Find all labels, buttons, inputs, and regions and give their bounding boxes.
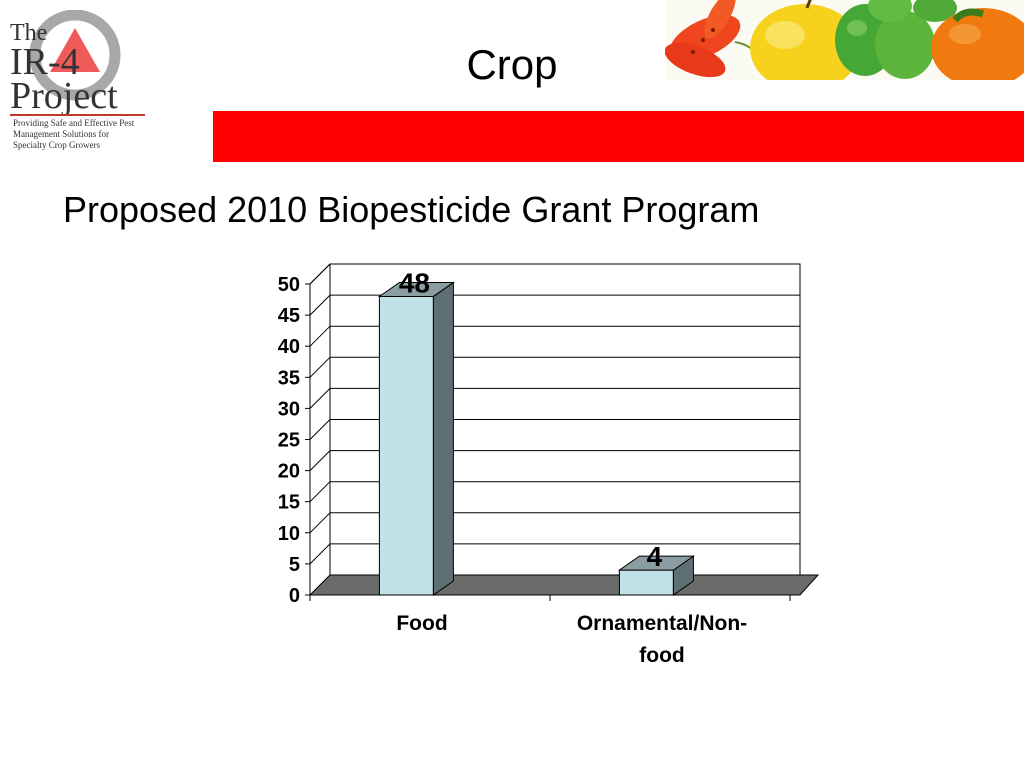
y-tick-label: 25 bbox=[278, 430, 300, 452]
logo-triangle bbox=[50, 28, 100, 72]
y-tick-label: 5 bbox=[289, 554, 300, 576]
gridline-side bbox=[309, 481, 331, 503]
header-red-bar bbox=[213, 111, 1024, 162]
y-tick-label: 40 bbox=[278, 336, 300, 358]
bar-top-0 bbox=[377, 281, 455, 297]
logo-underline bbox=[10, 114, 145, 116]
gridline-side bbox=[309, 512, 331, 534]
y-tick-label: 45 bbox=[278, 305, 300, 327]
category-label-1: food bbox=[639, 644, 684, 667]
logo-project: Project bbox=[10, 75, 118, 117]
logo-tagline-3: Specialty Crop Growers bbox=[13, 140, 100, 150]
bar-side-0 bbox=[432, 281, 454, 596]
gridline-side bbox=[309, 388, 331, 409]
gridline-side bbox=[309, 450, 331, 471]
y-tick-label: 50 bbox=[278, 274, 300, 296]
gridline-side bbox=[309, 263, 331, 285]
chart-svg: 0 5 10 15 20 25 30 35 40 45 50 48 Food 4 Ornamental/No… bbox=[278, 263, 820, 667]
orange-pepper bbox=[931, 8, 1024, 80]
data-label-0: 48 bbox=[399, 267, 430, 298]
y-tick-label: 10 bbox=[278, 523, 300, 545]
y-tick-label: 35 bbox=[278, 367, 300, 389]
logo-tagline-1: Providing Safe and Effective Pest bbox=[13, 118, 135, 128]
y-tick-label: 30 bbox=[278, 398, 300, 420]
y-tick-label: 15 bbox=[278, 492, 300, 514]
green-grapes bbox=[835, 0, 957, 79]
chart-bars bbox=[377, 281, 695, 596]
category-label-0: Food bbox=[396, 612, 447, 635]
fruit-illustration bbox=[665, 0, 1024, 80]
category-label-1: Ornamental/Non- bbox=[577, 612, 747, 635]
y-tick-label: 0 bbox=[289, 585, 300, 607]
gridline-side bbox=[309, 294, 331, 316]
slide-title: Crop bbox=[466, 41, 558, 88]
data-label-1: 4 bbox=[647, 541, 663, 572]
gridline-side bbox=[309, 543, 331, 565]
logo-emblem: The IR-4 Project bbox=[10, 10, 145, 117]
fruit-banner-image bbox=[665, 0, 1024, 80]
yellow-apple bbox=[750, 0, 860, 80]
bar-top-1 bbox=[617, 555, 695, 571]
y-tick-label: 20 bbox=[278, 461, 300, 483]
ir4-project-logo: The IR-4 Project Providing Safe and Effe… bbox=[8, 10, 148, 150]
logo-tagline-2: Management Solutions for bbox=[13, 129, 109, 139]
logo-the: The bbox=[10, 20, 47, 46]
logo-ir4: IR-4 bbox=[10, 41, 80, 83]
bar-chart: 0 5 10 15 20 25 30 35 40 45 50 48 Food 4 Ornamental/No… bbox=[260, 262, 820, 682]
chart-labels: 0 5 10 15 20 25 30 35 40 45 50 48 Food 4 Ornamental/No… bbox=[278, 267, 747, 667]
bar-front-1 bbox=[618, 569, 674, 596]
bar-front-0 bbox=[378, 295, 434, 596]
logo-ring bbox=[29, 10, 121, 101]
slide-subtitle: Proposed 2010 Biopesticide Grant Program bbox=[63, 189, 760, 230]
gridline-side bbox=[309, 356, 331, 378]
lily-flower bbox=[665, 0, 762, 78]
gridline-side bbox=[309, 419, 331, 440]
gridline-side bbox=[309, 325, 331, 347]
